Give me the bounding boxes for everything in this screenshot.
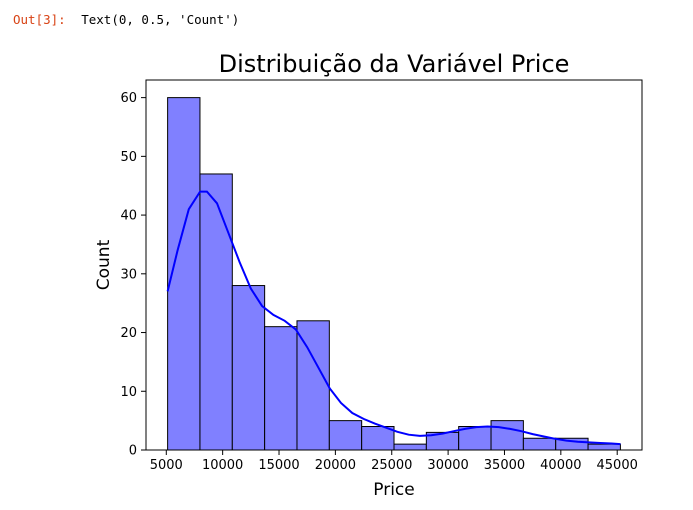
histogram-bar-7 — [393, 443, 427, 451]
histogram-bar-11 — [522, 437, 557, 451]
x-axis-ticks: 5000 10000 15000 20000 25000 30000 35000 40000 4… — [150, 450, 638, 473]
y-axis-ticks: 0 10 20 30 40 50 60 — [120, 91, 146, 459]
output-prompt: Out[3]: — [13, 12, 66, 27]
x-tick-label: 25000 — [371, 458, 412, 473]
histogram-bar-2 — [231, 285, 266, 451]
histogram-bar-4 — [296, 320, 330, 451]
y-tick-label: 60 — [120, 91, 137, 106]
plot-frame — [145, 79, 643, 451]
x-axis-label: Price — [373, 480, 414, 500]
histogram-bar-10 — [490, 420, 524, 451]
x-tick-label: 40000 — [540, 458, 581, 473]
y-tick-label: 10 — [120, 385, 137, 400]
histogram-bar-1 — [199, 173, 233, 451]
histogram-bars — [167, 97, 621, 451]
histogram-bar-3 — [264, 326, 298, 451]
histogram-bar-5 — [328, 420, 363, 451]
y-tick-label: 20 — [120, 326, 137, 341]
x-tick-label: 20000 — [315, 458, 356, 473]
output-text: Text(0, 0.5, 'Count') — [81, 12, 240, 27]
x-tick-label: 30000 — [427, 458, 468, 473]
x-tick-label: 10000 — [202, 458, 243, 473]
x-tick-label: 45000 — [597, 458, 638, 473]
output-cell-line: Out[3]: Text(0, 0.5, 'Count') — [13, 12, 239, 27]
x-tick-label: 5000 — [150, 458, 183, 473]
y-axis-label: Count — [94, 239, 114, 290]
y-tick-label: 50 — [120, 150, 137, 165]
x-tick-label: 35000 — [484, 458, 525, 473]
histogram-bar-6 — [361, 426, 395, 451]
histogram-bar-0 — [167, 97, 201, 451]
kde-curve — [166, 190, 621, 446]
y-tick-label: 30 — [120, 267, 137, 282]
y-tick-label: 40 — [120, 209, 137, 224]
histogram-bar-13 — [587, 443, 621, 451]
chart-title: Distribuição da Variável Price — [219, 50, 570, 78]
x-tick-label: 15000 — [258, 458, 299, 473]
y-tick-label: 0 — [129, 444, 137, 459]
